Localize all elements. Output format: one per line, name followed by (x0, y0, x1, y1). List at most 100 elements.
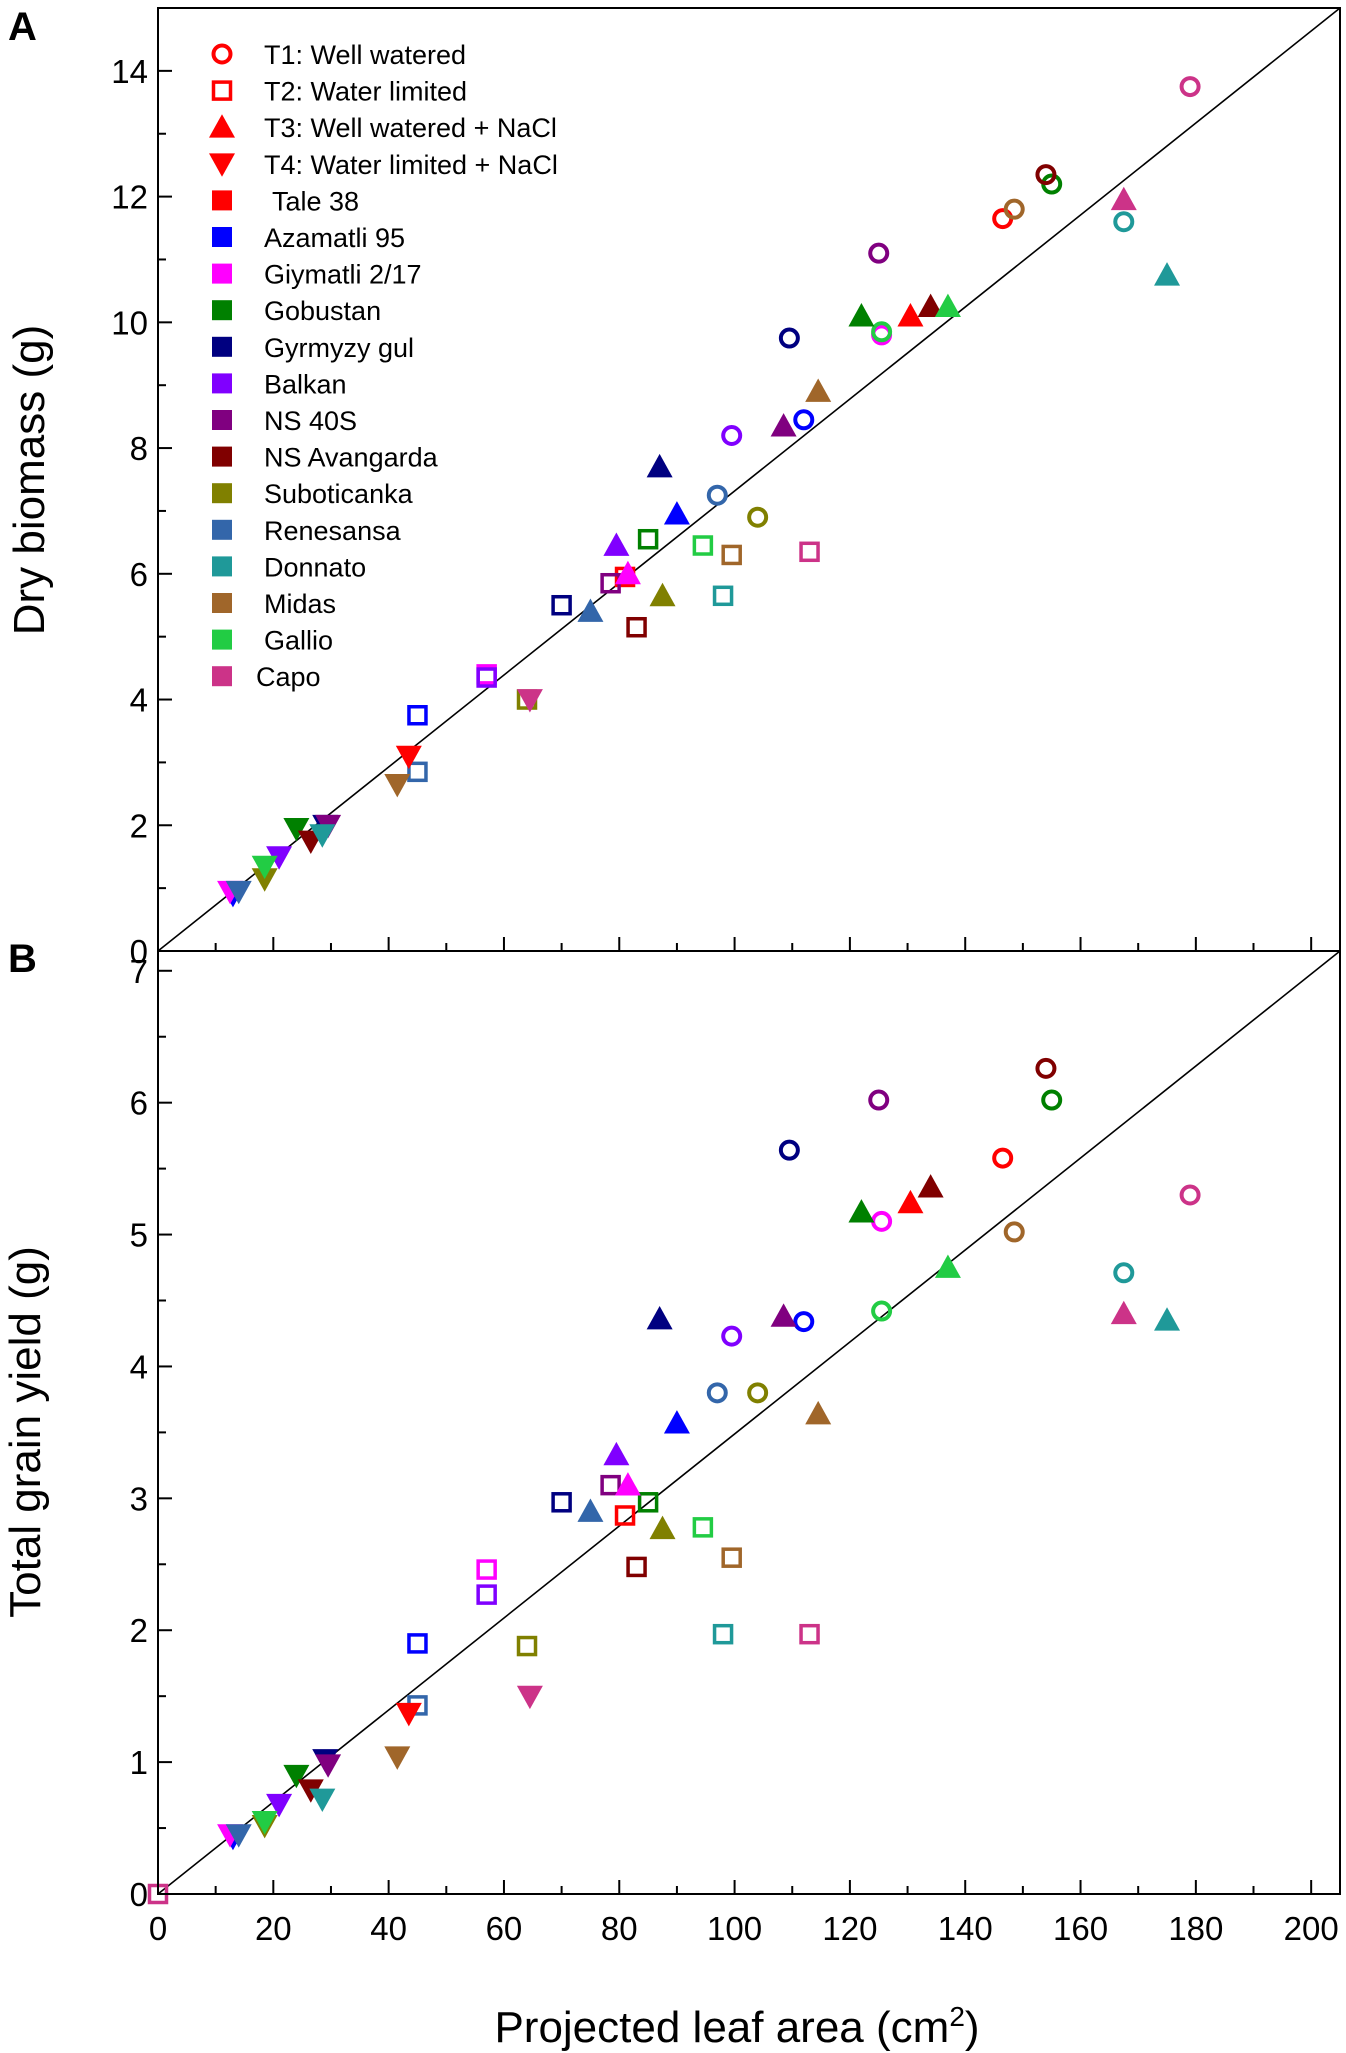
data-point (516, 1635, 538, 1657)
y-tick-label: 7 (130, 953, 148, 990)
data-point (603, 1441, 630, 1466)
data-point (649, 1515, 676, 1540)
legend-swatch (212, 190, 232, 211)
y-tick-label: 0 (130, 1876, 148, 1913)
legend-swatch (212, 410, 232, 430)
legend-swatch (212, 593, 232, 613)
data-point (778, 327, 800, 349)
legend-label: NS 40S (264, 406, 357, 436)
data-point (516, 1685, 543, 1710)
y-tick-label: 3 (130, 1480, 148, 1517)
legend-label: Balkan (264, 369, 347, 399)
data-point (315, 1754, 342, 1778)
panel-b-fit-line (157, 950, 1341, 1895)
legend-label: Giymatli 2/17 (264, 260, 422, 290)
panel-a-ticks: 0 2 4 6 8 10 12 14 (111, 53, 1313, 970)
legend-label: T2: Water limited (264, 77, 467, 107)
data-point (476, 1584, 497, 1605)
data-point (1154, 1307, 1181, 1331)
x-axis-title: Projected leaf area (cm2) (494, 2001, 979, 2052)
legend-label: T1: Well watered (264, 40, 466, 70)
legend-marker-t2 (211, 80, 233, 101)
data-point (706, 484, 728, 506)
data-point (793, 1311, 815, 1333)
panel-b: B 0 1 2 3 4 5 6 7 0 20 40 60 80 100 120 140 160 180 200 To… (1, 937, 1341, 1947)
legend-label: Azamatli 95 (264, 223, 405, 253)
panel-a-points (217, 76, 1201, 908)
data-point (309, 1788, 336, 1813)
data-point (309, 824, 336, 848)
y-tick-label: 12 (111, 179, 148, 216)
data-point (637, 528, 659, 550)
legend-swatch (212, 336, 232, 357)
panel-a-label: A (8, 5, 37, 49)
data-point (637, 1492, 659, 1513)
x-axis-title-main: Projected leaf area (cm (494, 2003, 949, 2052)
x-tick-label: 40 (370, 1910, 407, 1947)
x-tick-label: 140 (938, 1910, 993, 1947)
data-point (646, 453, 673, 478)
legend-label: Gallio (264, 626, 333, 656)
data-point (266, 846, 293, 870)
data-point (251, 1811, 278, 1835)
data-point (692, 1517, 714, 1538)
panel-b-ticks: 0 1 2 3 4 5 6 7 0 20 40 60 80 100 120 140 160 180 200 (130, 953, 1339, 1947)
data-point (1113, 211, 1135, 233)
x-tick-label: 120 (822, 1910, 877, 1947)
data-point (395, 745, 422, 770)
data-point (778, 1139, 800, 1161)
x-tick-label: 160 (1053, 1910, 1108, 1947)
data-point (868, 242, 890, 264)
data-point (897, 1189, 924, 1214)
legend-marker-t1 (211, 43, 233, 65)
data-point (663, 501, 690, 525)
data-point (283, 1764, 310, 1789)
data-point (1035, 164, 1057, 186)
legend-marker-t3 (209, 114, 235, 138)
data-point (283, 818, 310, 842)
data-point (712, 1623, 734, 1645)
data-point (1003, 1221, 1025, 1243)
x-tick-label: 60 (486, 1910, 523, 1947)
data-point (1003, 198, 1025, 220)
y-tick-label: 2 (130, 807, 148, 844)
legend-swatch (212, 483, 232, 504)
data-point (225, 1824, 252, 1848)
data-point (614, 560, 641, 585)
data-point (917, 293, 944, 318)
data-point (551, 1492, 572, 1513)
data-point (626, 1556, 647, 1578)
y-tick-label: 1 (130, 1744, 148, 1781)
data-point (721, 1547, 742, 1568)
y-tick-label: 14 (111, 53, 148, 90)
data-point (600, 1474, 621, 1496)
data-point (799, 541, 820, 563)
data-point (577, 598, 604, 622)
data-point (1154, 262, 1181, 286)
y-tick-label: 5 (130, 1217, 148, 1254)
data-point (384, 1746, 411, 1770)
data-point (1179, 76, 1201, 98)
data-point (934, 1254, 961, 1278)
data-point (871, 1210, 893, 1232)
data-point (1035, 1057, 1057, 1079)
data-point (649, 582, 676, 607)
legend-label: Midas (264, 589, 336, 619)
data-point (848, 303, 875, 327)
data-point (384, 774, 411, 798)
data-point (663, 1410, 690, 1434)
panel-b-label: B (8, 937, 37, 981)
y-tick-label: 4 (130, 682, 148, 719)
legend-swatch (212, 629, 232, 650)
legend-label: Gobustan (264, 296, 381, 326)
data-point (395, 1702, 422, 1727)
data-point (407, 705, 428, 726)
data-point (603, 532, 630, 556)
data-point (770, 1303, 797, 1327)
data-point (1041, 1089, 1063, 1111)
data-point (799, 1623, 820, 1645)
x-axis-title-superscript: 2 (949, 2001, 965, 2032)
x-tick-label: 180 (1168, 1910, 1223, 1947)
x-tick-label: 100 (707, 1910, 762, 1947)
